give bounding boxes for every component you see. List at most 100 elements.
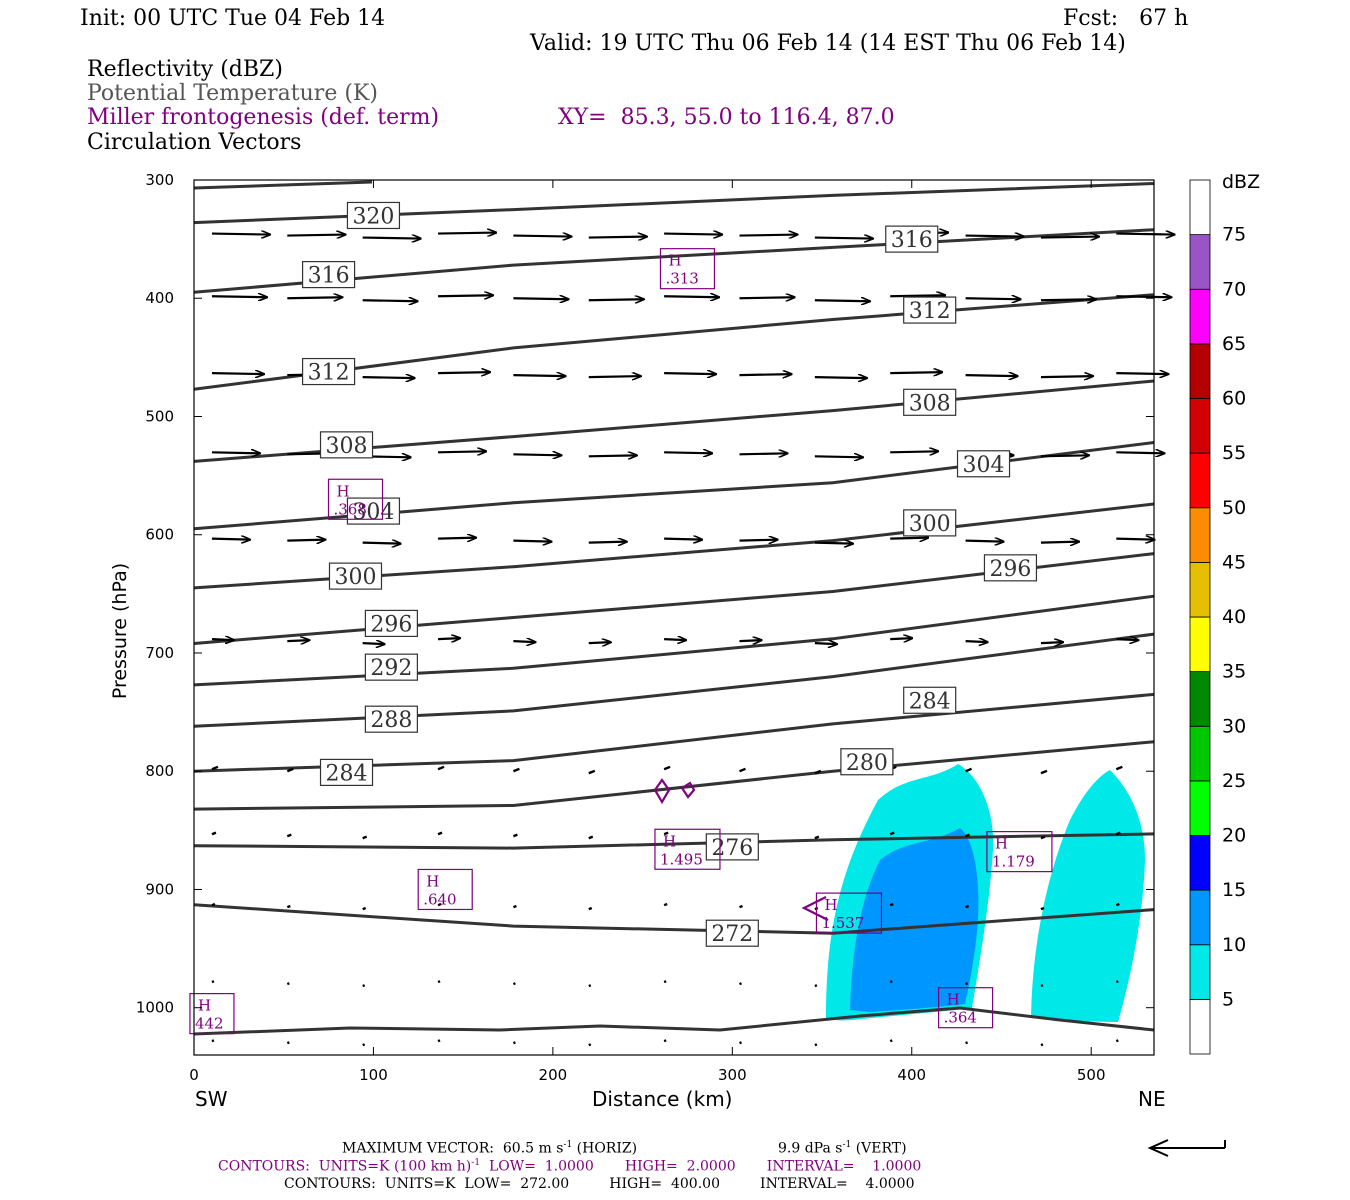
- circulation-vector: [588, 376, 641, 377]
- circulation-vector: [588, 642, 611, 643]
- theta-labels: 320 316 316 312 312 308 308 304 304 300 300 296 296 2…: [301, 201, 1038, 947]
- theta-label: 300: [334, 565, 376, 590]
- theta-label: 288: [370, 708, 412, 733]
- circulation-vector: [889, 902, 894, 907]
- circulation-vector: [965, 541, 1004, 542]
- circulation-vector: [588, 906, 593, 911]
- colorbar-tick-label: 60: [1222, 388, 1246, 410]
- theta-label-box: [328, 562, 383, 590]
- frontogenesis-max-box: [417, 868, 473, 911]
- theta-contour-line: [193, 903, 1155, 935]
- circulation-vector: [362, 835, 368, 840]
- circulation-vector: [287, 297, 342, 298]
- theta-label: 308: [326, 434, 368, 459]
- circulation-vector: [588, 984, 592, 988]
- circulation-vector: [1040, 769, 1048, 775]
- plot-frame: [193, 179, 1155, 1056]
- theta-label: 320: [352, 204, 394, 229]
- circulation-vector: [1040, 455, 1089, 456]
- frontogenesis-contour: [801, 896, 829, 921]
- theta-label-box: [301, 357, 356, 386]
- circulation-vector: [965, 982, 969, 986]
- circulation-vector: [664, 639, 686, 640]
- field-frontogenesis: Miller frontogenesis (def. term): [87, 105, 440, 130]
- colorbar-bin: [1189, 835, 1211, 891]
- circulation-vector: [211, 234, 270, 235]
- forecast-hour: Fcst: 67 h: [1063, 6, 1189, 31]
- circulation-vector: [664, 373, 716, 374]
- colorbar-tick-label: 30: [1222, 715, 1246, 737]
- circulation-vector: [739, 374, 791, 375]
- circulation-vector: [814, 769, 822, 775]
- field-potential-temperature: Potential Temperature (K): [87, 81, 378, 106]
- circulation-vector: [362, 643, 385, 644]
- circulation-vector: [1115, 902, 1120, 907]
- circulation-vector: [889, 831, 895, 836]
- theta-label: 276: [711, 836, 753, 861]
- circulation-vector: [286, 982, 290, 986]
- theta-label: 304: [352, 500, 394, 525]
- circulation-vector: [286, 904, 291, 909]
- circulation-vector: [588, 455, 637, 456]
- circulation-vector: [211, 539, 250, 540]
- circulation-vector: [437, 831, 443, 836]
- circulation-vector: [663, 1039, 667, 1043]
- circulation-vector: [513, 298, 568, 299]
- field-reflectivity: Reflectivity (dBZ): [87, 57, 283, 82]
- theta-label: 284: [909, 689, 951, 714]
- circulation-vector: [512, 833, 518, 838]
- circulation-vector: [588, 1043, 592, 1047]
- circulation-vector: [211, 373, 264, 374]
- circulation-vector: [663, 765, 671, 771]
- circulation-vector: [211, 452, 260, 453]
- circulation-vector: [663, 902, 668, 907]
- circulation-vector: [663, 980, 667, 984]
- frontogenesis-max-value: .640: [423, 890, 456, 908]
- colorbar-bin: [1189, 944, 1211, 1000]
- theta-label-box: [364, 653, 418, 681]
- colorbar-bin: [1189, 234, 1211, 290]
- y-tick-label: 300: [145, 171, 174, 189]
- reflectivity-5dbz-region: [1031, 770, 1145, 1022]
- x-tick-label: 400: [897, 1066, 926, 1084]
- frontogenesis-max-letter: H: [663, 832, 676, 850]
- circulation-vector: [437, 902, 442, 907]
- y-tick-label: 700: [145, 644, 174, 662]
- theta-label-box: [903, 388, 957, 416]
- frontogenesis-max-letter: H: [668, 252, 681, 270]
- circulation-vector: [1040, 906, 1045, 911]
- theta-label-box: [956, 450, 1011, 478]
- circulation-vector: [588, 835, 594, 840]
- colorbar-tick-label: 25: [1222, 770, 1246, 792]
- theta-label: 304: [963, 453, 1005, 478]
- y-axis-label: Pressure (hPa): [109, 562, 131, 700]
- circulation-vector: [1115, 980, 1119, 984]
- circulation-vector: [890, 538, 928, 539]
- reflectivity-10dbz-region: [850, 828, 979, 1012]
- sw-end-label: SW: [195, 1087, 228, 1111]
- frontogenesis-max-value: .364: [944, 1009, 977, 1027]
- frontogenesis-max-letter: H: [947, 991, 960, 1009]
- theta-contour-line: [193, 180, 373, 190]
- circulation-vector: [362, 906, 367, 911]
- circulation-vector: [814, 543, 853, 544]
- theta-contour-line: [193, 182, 1155, 225]
- theta-label: 312: [308, 361, 350, 386]
- theta-label-box: [301, 260, 356, 289]
- circulation-vector: [286, 767, 294, 773]
- colorbar-tick-label: 55: [1222, 442, 1246, 464]
- frontogenesis-contour: [653, 778, 671, 805]
- circulation-vector: [211, 902, 216, 907]
- theta-label-box: [903, 509, 957, 537]
- circulation-vector: [1040, 984, 1044, 988]
- valid-time: Valid: 19 UTC Thu 06 Feb 14 (14 EST Thu …: [530, 31, 1126, 56]
- theta-contour-line: [193, 632, 1155, 728]
- circulation-vector: [588, 299, 644, 300]
- circulation-vector: [588, 542, 627, 543]
- frontogenesis-contour: [680, 781, 696, 799]
- theta-label-box: [346, 201, 401, 230]
- x-tick-label: 500: [1077, 1066, 1106, 1084]
- frontogenesis-contour-info: CONTOURS: UNITS=K (100 km h)-1 LOW= 1.00…: [218, 1158, 922, 1175]
- colorbar-tick-label: 50: [1222, 497, 1246, 519]
